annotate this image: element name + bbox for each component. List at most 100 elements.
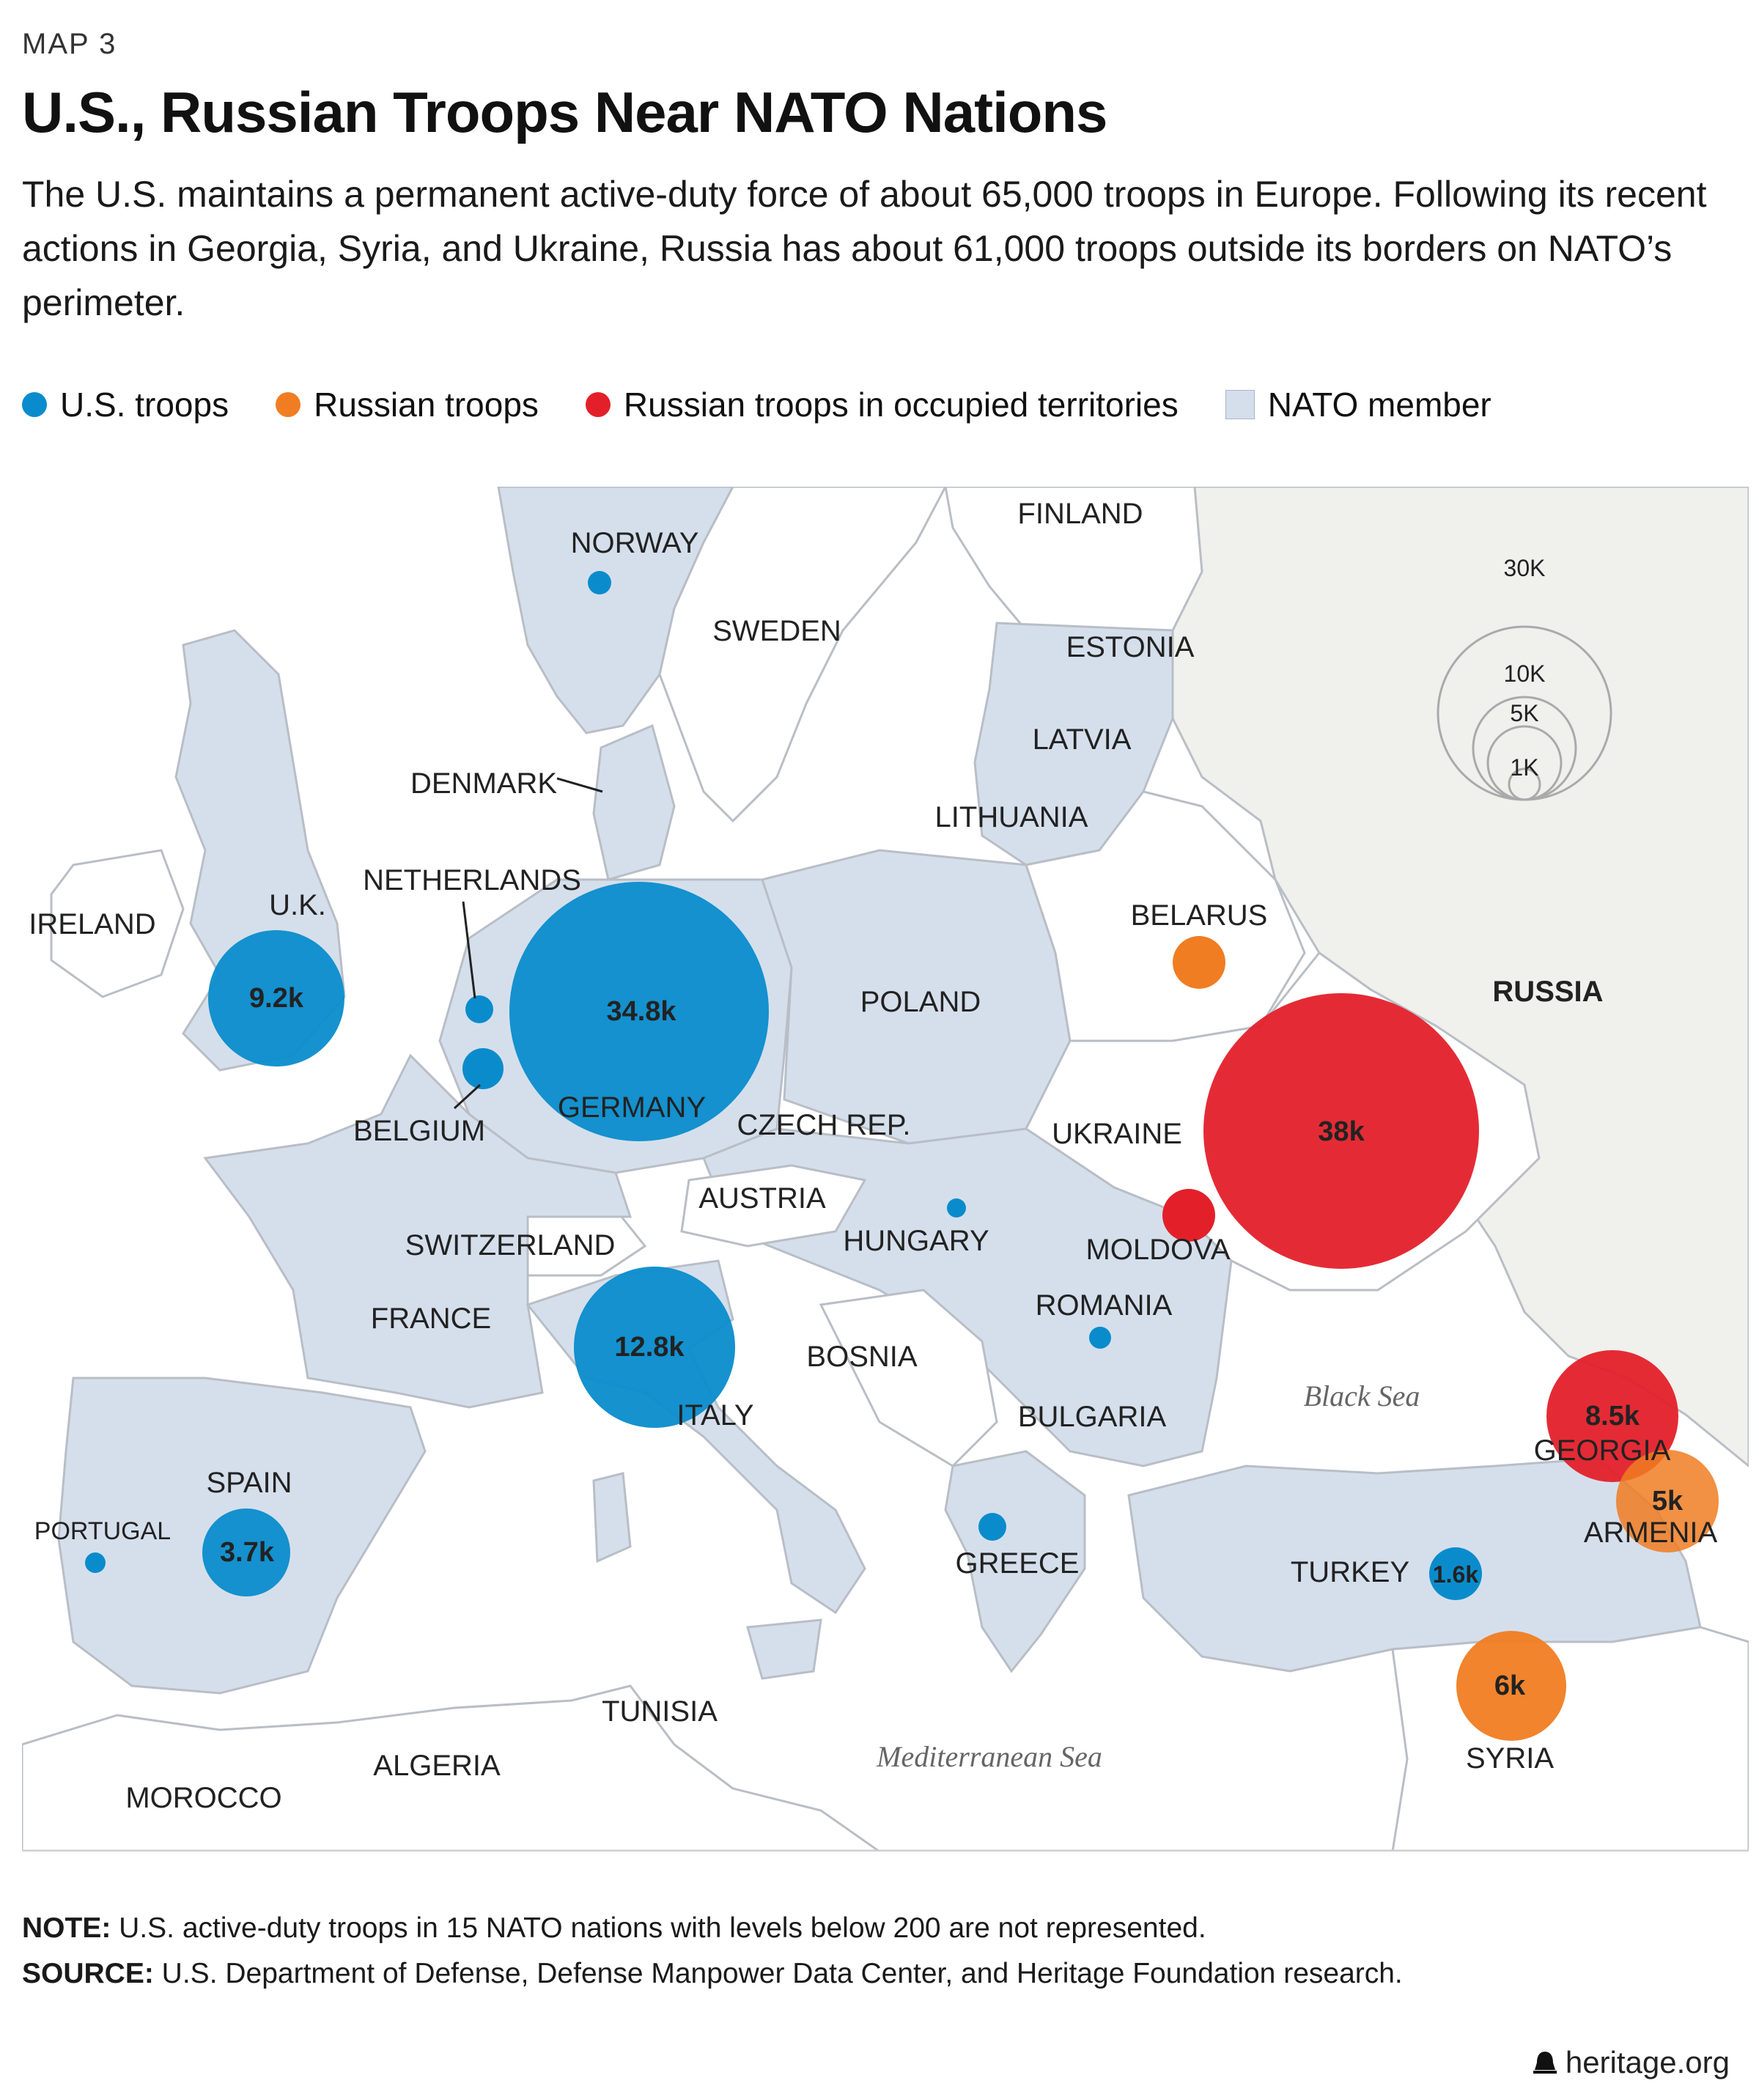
bubble-belarus — [1173, 936, 1225, 989]
label-romania: ROMANIA — [1036, 1289, 1173, 1322]
label-tunisia: TUNISIA — [602, 1695, 718, 1728]
label-italy: ITALY — [676, 1399, 753, 1432]
belarus-territory — [1025, 790, 1306, 1042]
bubble-ukraine — [1203, 993, 1479, 1269]
scale-legend — [1437, 625, 1612, 801]
belgium-leader — [453, 1083, 482, 1110]
bubble-italy — [574, 1267, 735, 1428]
scale-label-30k: 30K — [1504, 555, 1546, 581]
label-algeria: ALGERIA — [373, 1750, 501, 1782]
map-title: U.S., Russian Troops Near NATO Nations — [22, 80, 1107, 144]
label-sweden: SWEDEN — [712, 615, 841, 647]
label-austria: AUSTRIA — [698, 1182, 826, 1215]
label-germany: GERMANY — [558, 1091, 706, 1124]
legend-russian: Russian troops — [276, 385, 539, 424]
syria-territory — [1391, 1626, 1750, 1853]
scale-label-1k: 1K — [1510, 754, 1538, 781]
bubble-georgia — [1546, 1350, 1678, 1482]
legend-occupied: Russian troops in occupied territories — [585, 385, 1179, 424]
legend-occupied-dot — [585, 392, 611, 417]
label-ukraine: UKRAINE — [1052, 1118, 1182, 1150]
denmark-territory — [592, 723, 676, 881]
sicily-territory — [746, 1618, 822, 1680]
label-turkey: TURKEY — [1291, 1556, 1409, 1588]
label-czech: CZECH REP. — [737, 1109, 910, 1141]
label-russia: RUSSIA — [1492, 976, 1603, 1008]
label-bosnia: BOSNIA — [806, 1341, 917, 1373]
bubble-netherlands — [465, 995, 493, 1023]
label-finland: FINLAND — [1017, 498, 1143, 530]
netherlands-leader — [462, 901, 476, 999]
label-hungary: HUNGARY — [843, 1225, 989, 1257]
bubble-greece — [978, 1513, 1006, 1541]
label-ireland: IRELAND — [29, 908, 155, 940]
austria-territory — [680, 1164, 867, 1248]
source-text: U.S. Department of Defense, Defense Manp… — [153, 1958, 1403, 1989]
legend-us: U.S. troops — [22, 385, 229, 424]
turkey-territory — [1127, 1457, 1702, 1673]
bubble-uk — [208, 930, 344, 1066]
label-armenia: ARMENIA — [1584, 1517, 1718, 1549]
france-territory — [203, 1053, 633, 1409]
label-morocco: MOROCCO — [125, 1782, 281, 1814]
label-black-sea: Black Sea — [1304, 1379, 1420, 1412]
label-poland: POLAND — [860, 986, 981, 1018]
label-portugal: PORTUGAL — [34, 1517, 171, 1545]
bubble-belgium — [462, 1048, 504, 1089]
label-latvia: LATVIA — [1033, 723, 1132, 756]
label-uk: U.K. — [269, 889, 326, 921]
legend-russian-dot — [276, 392, 301, 417]
bubble-hungary — [947, 1198, 966, 1217]
legend: U.S. troops Russian troops Russian troop… — [22, 383, 1538, 427]
value-armenia: 5k — [1652, 1486, 1684, 1517]
bubble-norway — [588, 571, 611, 594]
brand-text: heritage.org — [1565, 2045, 1730, 2079]
legend-us-label: U.S. troops — [60, 386, 229, 424]
value-spain: 3.7k — [220, 1537, 275, 1568]
bubble-moldova — [1162, 1189, 1215, 1242]
legend-russian-label: Russian troops — [314, 386, 539, 424]
value-syria: 6k — [1494, 1670, 1526, 1701]
sweden-territory — [658, 485, 948, 823]
bell-icon — [1533, 2052, 1557, 2074]
value-turkey: 1.6k — [1433, 1561, 1478, 1588]
label-moldova: MOLDOVA — [1085, 1234, 1230, 1266]
bubble-spain — [202, 1508, 290, 1596]
note-line: NOTE: U.S. active-duty troops in 15 NATO… — [22, 1906, 1403, 1951]
ireland-territory — [50, 849, 185, 998]
legend-us-dot — [22, 392, 47, 417]
label-belarus: BELARUS — [1131, 899, 1268, 932]
label-norway: NORWAY — [571, 527, 699, 559]
label-estonia: ESTONIA — [1066, 631, 1195, 663]
brand[interactable]: heritage.org — [1532, 2045, 1730, 2080]
value-italy: 12.8k — [614, 1332, 685, 1363]
label-mediterranean-sea: Mediterranean Sea — [876, 1740, 1102, 1773]
map-subtitle: The U.S. maintains a permanent active-du… — [22, 174, 1707, 323]
bubbles — [85, 571, 1719, 1741]
legend-nato-swatch — [1225, 390, 1255, 419]
label-georgia: GEORGIA — [1534, 1434, 1671, 1467]
scale-label-5k: 5K — [1510, 700, 1538, 726]
legend-nato: NATO member — [1225, 385, 1491, 424]
label-bulgaria: BULGARIA — [1018, 1401, 1167, 1433]
europe-map: 30K 10K 5K 1K — [21, 485, 1750, 1853]
note-text: U.S. active-duty troops in 15 NATO natio… — [111, 1912, 1206, 1944]
greece-territory — [944, 1450, 1086, 1673]
source-label: SOURCE: — [22, 1958, 154, 1989]
value-uk: 9.2k — [249, 983, 304, 1014]
bubble-armenia — [1616, 1450, 1719, 1552]
bubble-germany — [509, 882, 769, 1141]
scale-circle-1k — [1508, 767, 1541, 801]
source-line: SOURCE: U.S. Department of Defense, Defe… — [22, 1951, 1403, 1997]
bubble-portugal — [85, 1552, 106, 1573]
label-syria: SYRIA — [1466, 1742, 1554, 1775]
label-belgium: BELGIUM — [353, 1115, 485, 1147]
label-netherlands: NETHERLANDS — [363, 864, 581, 896]
denmark-leader — [556, 777, 603, 793]
legend-occupied-label: Russian troops in occupied territories — [623, 386, 1179, 424]
label-greece: GREECE — [956, 1547, 1080, 1580]
label-france: FRANCE — [371, 1303, 491, 1335]
map-kicker: MAP 3 — [22, 28, 117, 60]
bubble-turkey — [1429, 1547, 1482, 1600]
label-denmark: DENMARK — [410, 767, 557, 800]
